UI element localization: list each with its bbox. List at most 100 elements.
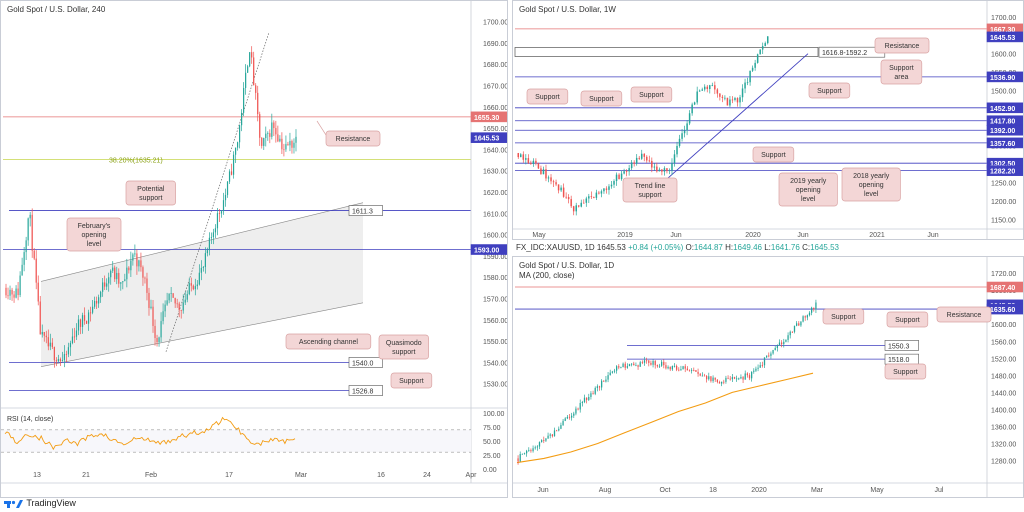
callout-quasimodo-support-text: Quasimodo <box>386 340 422 347</box>
callout-potential-support-text: Potential <box>137 186 165 193</box>
callout-support-box <box>884 363 927 380</box>
candle-body <box>778 342 781 346</box>
candle-body <box>110 270 112 278</box>
candle-body <box>29 214 31 219</box>
candle-body <box>94 301 96 307</box>
callout-support-text: Support <box>895 317 920 324</box>
chart-panel-w1[interactable]: Gold Spot / U.S. Dollar, 1W 1700.001650.… <box>512 0 1024 240</box>
chart-panel-d1[interactable]: Gold Spot / U.S. Dollar, 1D MA (200, clo… <box>512 256 1024 498</box>
candle-body <box>667 366 669 369</box>
w1-chart-svg[interactable]: 1700.001650.001600.001550.001500.001450.… <box>513 1 1024 240</box>
candle-body <box>759 365 761 368</box>
callout-support-box <box>526 88 569 105</box>
candle-body <box>698 90 701 92</box>
y-tick-label: 1200.00 <box>991 199 1016 206</box>
close-label: C: <box>802 243 811 252</box>
candle-body <box>152 306 154 326</box>
candle-body <box>639 362 641 367</box>
candle-body <box>49 342 51 347</box>
y-tick-label: 1320.00 <box>991 441 1016 448</box>
candle-body <box>633 162 635 164</box>
candle-body <box>98 297 100 304</box>
chart-title: Gold Spot / U.S. Dollar, 1W <box>519 5 616 14</box>
candle-body <box>532 448 534 452</box>
price-tag-bg <box>986 165 1023 176</box>
trend-line-support <box>667 53 809 179</box>
candle-body <box>718 381 721 384</box>
candle-body <box>168 293 170 301</box>
candle-body <box>749 70 751 83</box>
candle-body <box>798 323 800 326</box>
tradingview-logo[interactable]: TradingView <box>4 498 76 509</box>
candle-body <box>523 453 526 455</box>
candle-body <box>31 214 33 251</box>
candle-body <box>91 306 94 313</box>
x-tick-label: 2020 <box>751 487 767 494</box>
candle-body <box>222 200 225 212</box>
candle-body <box>521 453 523 455</box>
callout-resistance-box <box>874 37 930 54</box>
candle-body <box>112 267 114 271</box>
candle-body <box>603 188 605 192</box>
candle-body <box>643 153 646 157</box>
candle-body <box>734 98 736 100</box>
candle-body <box>596 386 598 388</box>
candle-body <box>53 347 55 361</box>
x-tick-label: Oct <box>660 487 671 494</box>
chart-panel-h4[interactable]: Gold Spot / U.S. Dollar, 240 38.20%(1635… <box>0 0 508 498</box>
candle-body <box>188 283 190 295</box>
candle-body <box>776 345 778 349</box>
candle-body <box>17 288 19 296</box>
candle-body <box>287 144 289 146</box>
price-tag: 1357.60 <box>990 141 1015 148</box>
candle-body <box>275 128 277 135</box>
candle-body <box>218 213 221 214</box>
candle-body <box>186 294 188 300</box>
y-tick-label: 1250.00 <box>991 181 1016 188</box>
callout-resistance-box <box>325 130 381 147</box>
candle-body <box>653 166 656 168</box>
y-tick-label: 1520.00 <box>991 356 1016 363</box>
candle-body <box>25 240 27 253</box>
candle-body <box>190 283 192 286</box>
candle-body <box>668 170 671 172</box>
candle-body <box>555 182 557 185</box>
low-label: L: <box>764 243 771 252</box>
close-value: 1645.53 <box>810 243 839 252</box>
candle-body <box>192 285 194 290</box>
y-tick-label: 1630.00 <box>483 169 508 176</box>
candle-body <box>620 367 622 368</box>
candle-body <box>542 169 545 175</box>
candle-body <box>73 336 76 338</box>
y-tick-label: 1580.00 <box>483 275 508 282</box>
callout-2019-opening-text: opening <box>796 187 821 194</box>
candle-body <box>733 377 736 379</box>
candle-body <box>253 57 255 86</box>
candle-body <box>701 89 703 91</box>
candle-body <box>564 418 566 421</box>
candle-body <box>517 153 520 158</box>
candle-body <box>697 371 699 374</box>
candle-body <box>608 186 610 190</box>
candle-body <box>289 141 291 146</box>
d1-chart-svg[interactable]: 1720.001680.001640.001600.001560.001520.… <box>513 257 1024 498</box>
candle-body <box>637 365 639 367</box>
support-area-zone <box>514 47 819 57</box>
candle-body <box>277 134 279 142</box>
candle-body <box>656 365 658 367</box>
candle-body <box>170 293 172 295</box>
y-tick-label: 1700.00 <box>483 20 508 27</box>
price-tag-bg <box>348 385 383 396</box>
candle-body <box>710 376 712 382</box>
candle-body <box>646 360 648 362</box>
h4-chart-svg[interactable]: 38.20%(1635.21) 1700.00 1690.00 1680.00 1670… <box>1 1 508 498</box>
candle-body <box>81 315 84 327</box>
candle-body <box>603 380 605 382</box>
callout-february-opening-box <box>66 217 122 252</box>
callout-support-text: Support <box>893 369 918 376</box>
candle-body <box>577 205 580 207</box>
candle-body <box>21 264 23 276</box>
brand-name: TradingView <box>26 498 76 508</box>
price-tag: 1302.50 <box>990 161 1015 168</box>
candle-body <box>527 158 530 163</box>
